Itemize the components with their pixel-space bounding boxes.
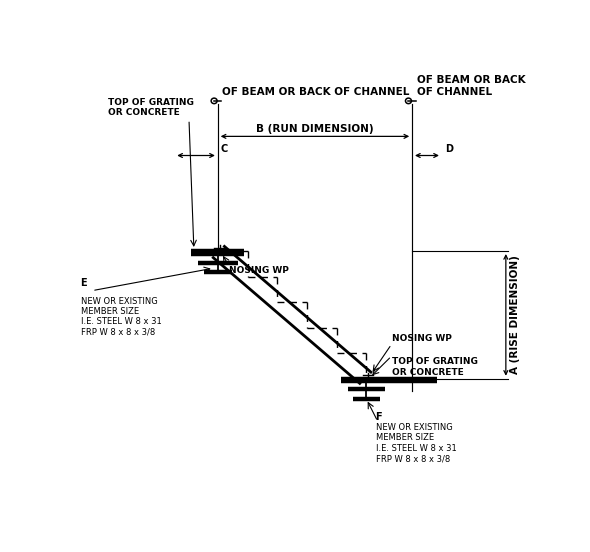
Text: TOP OF GRATING
OR CONCRETE: TOP OF GRATING OR CONCRETE <box>392 357 477 377</box>
Text: NEW OR EXISTING
MEMBER SIZE
I.E. STEEL W 8 x 31
FRP W 8 x 8 x 3/8: NEW OR EXISTING MEMBER SIZE I.E. STEEL W… <box>376 423 456 463</box>
Text: NOSING WP: NOSING WP <box>229 266 289 275</box>
Text: OF BEAM OR BACK
OF CHANNEL: OF BEAM OR BACK OF CHANNEL <box>417 75 525 97</box>
Text: NOSING WP: NOSING WP <box>392 333 451 342</box>
Text: A (RISE DIMENSION): A (RISE DIMENSION) <box>510 256 520 374</box>
Text: F: F <box>376 412 382 422</box>
Text: OF BEAM OR BACK OF CHANNEL: OF BEAM OR BACK OF CHANNEL <box>222 87 409 97</box>
Text: NEW OR EXISTING
MEMBER SIZE
I.E. STEEL W 8 x 31
FRP W 8 x 8 x 3/8: NEW OR EXISTING MEMBER SIZE I.E. STEEL W… <box>81 296 161 337</box>
Text: TOP OF GRATING
OR CONCRETE: TOP OF GRATING OR CONCRETE <box>108 98 194 117</box>
Text: B (RUN DIMENSION): B (RUN DIMENSION) <box>256 124 373 134</box>
Text: D: D <box>445 144 454 154</box>
Text: E: E <box>81 278 87 288</box>
Text: C: C <box>221 144 228 154</box>
